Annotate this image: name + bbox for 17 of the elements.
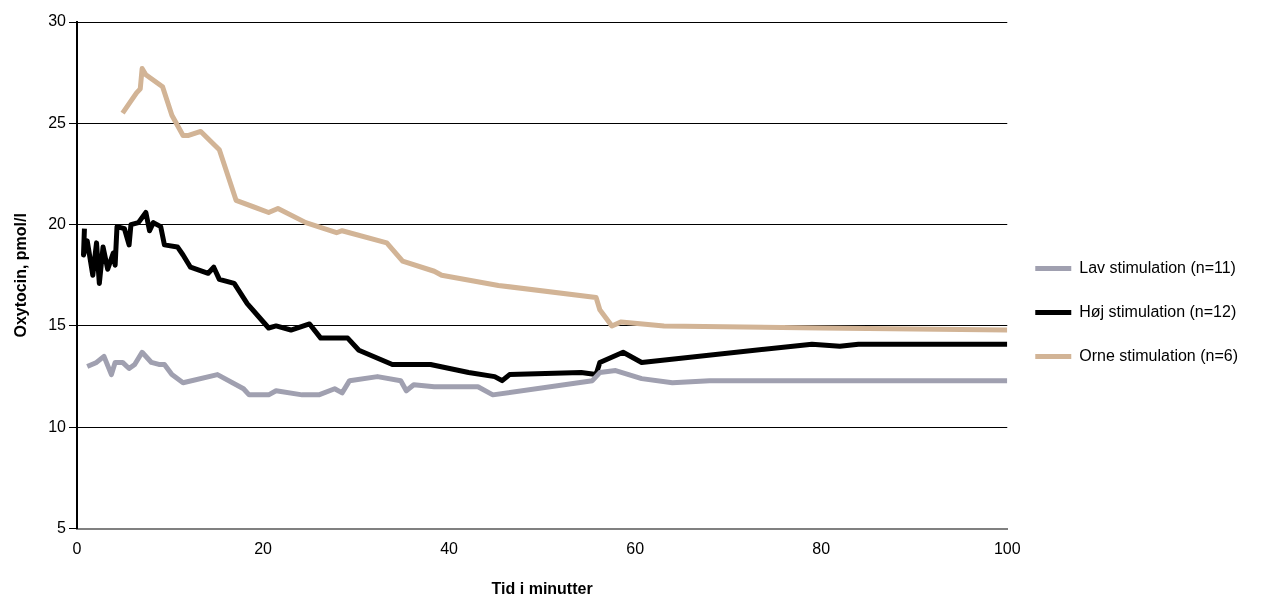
y-tick-label: 30 — [48, 12, 67, 30]
y-tick-label: 20 — [48, 215, 67, 233]
x-tick-label: 0 — [72, 539, 82, 557]
legend-label: Høj stimulation (n=12) — [1079, 302, 1237, 320]
y-tick-label: 25 — [48, 113, 67, 131]
y-tick-label: 15 — [48, 316, 67, 334]
x-tick-label: 60 — [626, 539, 645, 557]
x-axis-title: Tid i minutter — [491, 579, 593, 597]
x-tick-label: 100 — [993, 539, 1021, 557]
x-tick-label: 40 — [440, 539, 459, 557]
x-tick-label: 80 — [812, 539, 831, 557]
y-tick-label: 10 — [48, 417, 67, 435]
y-tick-label: 5 — [57, 519, 67, 537]
legend-label: Lav stimulation (n=11) — [1079, 258, 1236, 276]
x-tick-label: 20 — [254, 539, 273, 557]
legend-label: Orne stimulation (n=6) — [1079, 346, 1238, 364]
y-axis-title: Oxytocin, pmol/l — [12, 213, 30, 338]
